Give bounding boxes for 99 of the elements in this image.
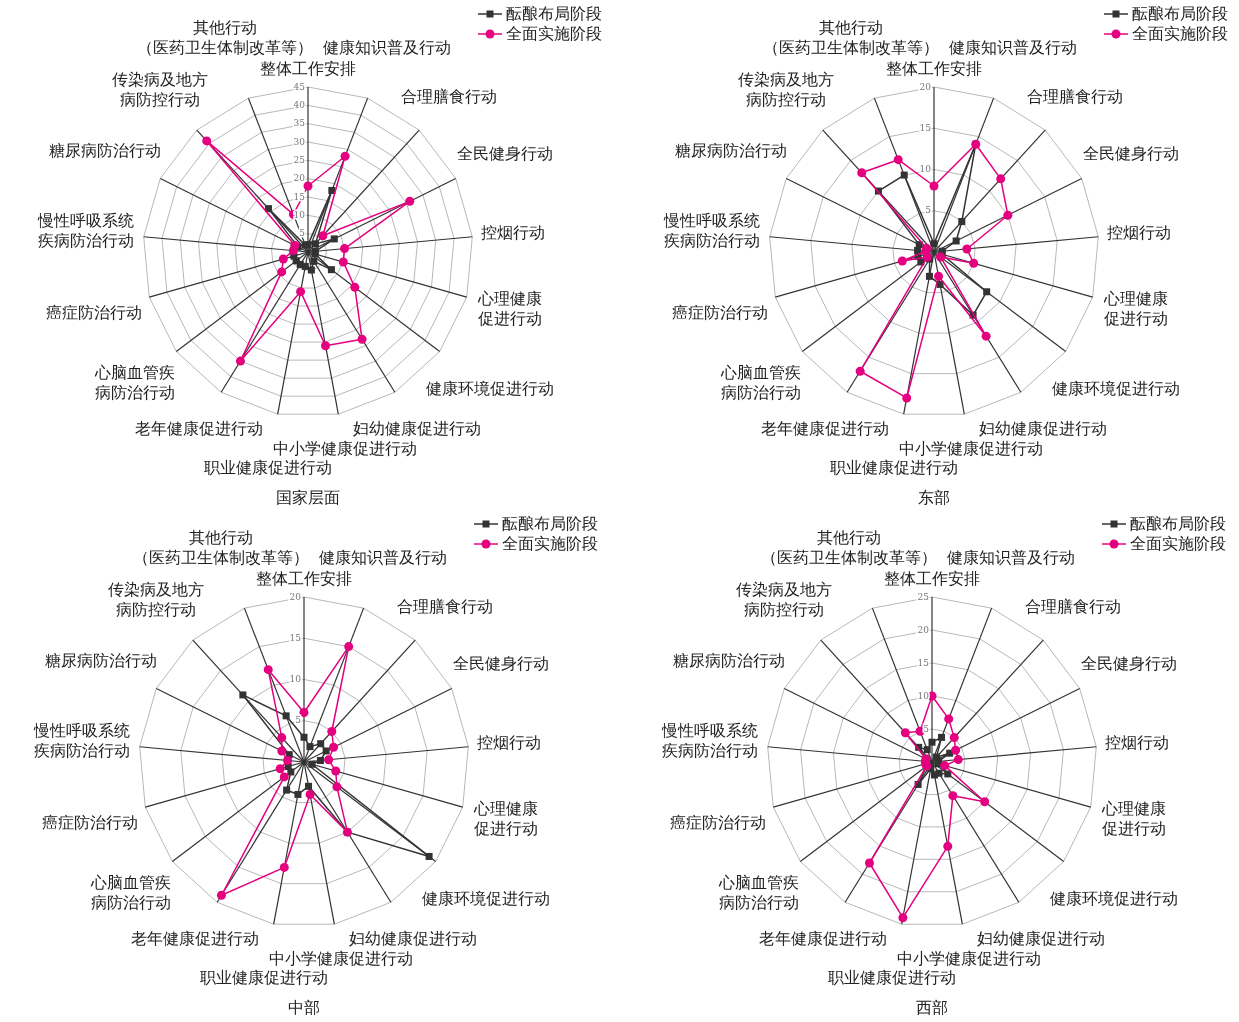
spoke-label: 癌症防治行动 — [46, 302, 143, 322]
spoke-label: 健康环境促进行动 — [421, 888, 550, 908]
y-tick-label: 25 — [293, 154, 306, 165]
spoke-label: 老年健康促进行动 — [760, 418, 889, 438]
text: 西部 — [916, 998, 948, 1018]
spoke-label: 健康知识普及行动 — [319, 547, 448, 567]
spoke-label: 全民健身行动 — [1080, 653, 1177, 673]
spoke-label: 中小学健康促进行动 — [268, 948, 413, 968]
spoke-label: 合理膳食行动 — [401, 86, 498, 106]
spoke-label: 糖尿病防治行动 — [674, 140, 787, 160]
spoke-label: 职业健康促进行动 — [829, 457, 958, 477]
y-tick-label: 20 — [289, 591, 302, 602]
legend-label: 全面实施阶段 — [1132, 23, 1228, 43]
legend-label: 酝酿布局阶段 — [1130, 513, 1226, 533]
spoke-label: 全民健身行动 — [452, 653, 549, 673]
spoke-label: 心理健康促进行动 — [1100, 798, 1166, 838]
spoke-label: 职业健康促进行动 — [827, 967, 956, 987]
legend-label: 酝酿布局阶段 — [1132, 3, 1228, 23]
y-tick-label: 5 — [925, 205, 932, 216]
spoke-label: 控烟行动 — [1105, 732, 1170, 752]
text: 国家层面 — [276, 488, 340, 508]
spoke-label: 糖尿病防治行动 — [44, 650, 157, 670]
spoke-label: 全民健身行动 — [1082, 143, 1179, 163]
spoke-label: 全民健身行动 — [456, 143, 553, 163]
spoke-label: 健康知识普及行动 — [947, 547, 1076, 567]
y-tick-label: 20 — [919, 81, 932, 92]
spoke-label: 整体工作安排 — [256, 568, 352, 588]
spoke-label: 传染病及地方病防控行动 — [738, 69, 835, 109]
y-tick-label: 45 — [293, 81, 306, 92]
spoke-label: 慢性呼吸系统疾病防治行动 — [660, 720, 758, 760]
spoke-label: 健康环境促进行动 — [1049, 888, 1178, 908]
spoke-label: 健康知识普及行动 — [323, 37, 452, 57]
text: 中部 — [288, 998, 320, 1018]
spoke-label: 糖尿病防治行动 — [672, 650, 785, 670]
spoke-label: 职业健康促进行动 — [203, 457, 332, 477]
spoke-label: 癌症防治行动 — [42, 812, 139, 832]
spoke-label: 老年健康促进行动 — [134, 418, 263, 438]
spoke-label: 心脑血管疾病防治行动 — [93, 362, 175, 402]
spoke-label: 合理膳食行动 — [397, 596, 494, 616]
spoke-label: 糖尿病防治行动 — [48, 140, 161, 160]
spoke-label: 心脑血管疾病防治行动 — [89, 872, 171, 912]
spoke-label: 其他行动（医药卫生体制改革等） — [760, 527, 937, 567]
spoke-label: 控烟行动 — [481, 222, 546, 242]
y-tick-label: 15 — [919, 122, 932, 133]
spoke-label: 慢性呼吸系统疾病防治行动 — [36, 210, 134, 250]
spoke-label: 其他行动（医药卫生体制改革等） — [762, 17, 939, 57]
y-tick-label: 20 — [917, 624, 930, 635]
spoke-label: 整体工作安排 — [260, 58, 356, 78]
spoke-label: 合理膳食行动 — [1025, 596, 1122, 616]
legend-label: 全面实施阶段 — [502, 533, 598, 553]
spoke-label: 妇幼健康促进行动 — [353, 418, 482, 438]
spoke-label: 心脑血管疾病防治行动 — [717, 872, 799, 912]
spoke-label: 整体工作安排 — [884, 568, 980, 588]
y-tick-label: 35 — [293, 118, 306, 129]
spoke-label: 中小学健康促进行动 — [272, 438, 417, 458]
spoke-label: 中小学健康促进行动 — [896, 948, 1041, 968]
spoke-label: 传染病及地方病防控行动 — [108, 579, 205, 619]
spoke-label: 健康知识普及行动 — [949, 37, 1078, 57]
y-tick-label: 5 — [923, 723, 930, 734]
spoke-label: 中小学健康促进行动 — [898, 438, 1043, 458]
spoke-label: 职业健康促进行动 — [199, 967, 328, 987]
spoke-label: 妇幼健康促进行动 — [349, 928, 478, 948]
y-tick-label: 30 — [293, 136, 306, 147]
spoke-label: 合理膳食行动 — [1027, 86, 1124, 106]
spoke-label: 心理健康促进行动 — [472, 798, 538, 838]
y-tick-label: 10 — [919, 164, 932, 174]
text: 东部 — [918, 488, 950, 508]
spoke-label: 心理健康促进行动 — [1102, 288, 1168, 328]
spoke-label: 心脑血管疾病防治行动 — [719, 362, 801, 402]
spoke-label: 慢性呼吸系统疾病防治行动 — [662, 210, 760, 250]
y-tick-label: 5 — [295, 715, 302, 726]
spoke-label: 妇幼健康促进行动 — [977, 928, 1106, 948]
spoke-label: 慢性呼吸系统疾病防治行动 — [32, 720, 130, 760]
legend-label: 酝酿布局阶段 — [502, 513, 598, 533]
spoke-label: 其他行动（医药卫生体制改革等） — [136, 17, 313, 57]
spoke-label: 心理健康促进行动 — [476, 288, 542, 328]
spoke-label: 癌症防治行动 — [670, 812, 767, 832]
spoke-label: 其他行动（医药卫生体制改革等） — [132, 527, 309, 567]
spoke-label: 控烟行动 — [477, 732, 542, 752]
y-tick-label: 10 — [289, 674, 302, 684]
y-tick-label: 40 — [293, 99, 306, 110]
spoke-label: 癌症防治行动 — [672, 302, 769, 322]
spoke-label: 妇幼健康促进行动 — [979, 418, 1108, 438]
spoke-label: 健康环境促进行动 — [1051, 378, 1180, 398]
spoke-label: 控烟行动 — [1107, 222, 1172, 242]
y-tick-label: 20 — [293, 173, 306, 184]
y-tick-label: 5 — [299, 228, 306, 239]
y-tick-label: 15 — [917, 657, 930, 668]
spoke-label: 整体工作安排 — [886, 58, 982, 78]
spoke-label: 健康环境促进行动 — [425, 378, 554, 398]
legend-label: 酝酿布局阶段 — [506, 3, 602, 23]
y-tick-label: 15 — [289, 632, 302, 643]
y-tick-label: 25 — [917, 591, 930, 602]
spoke-label: 传染病及地方病防控行动 — [112, 69, 209, 109]
spoke-label: 老年健康促进行动 — [130, 928, 259, 948]
spoke-label: 老年健康促进行动 — [758, 928, 887, 948]
legend-label: 全面实施阶段 — [506, 23, 602, 43]
spoke-label: 传染病及地方病防控行动 — [736, 579, 833, 619]
legend-label: 全面实施阶段 — [1130, 533, 1226, 553]
